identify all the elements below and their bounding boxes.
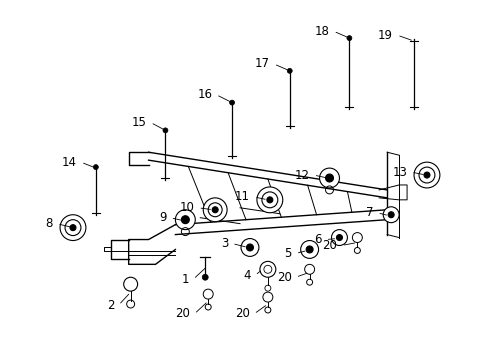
Text: 13: 13 [391, 166, 406, 179]
Text: 4: 4 [243, 269, 250, 282]
Circle shape [387, 212, 393, 218]
Text: 15: 15 [131, 116, 146, 129]
Text: 2: 2 [107, 298, 115, 311]
Circle shape [175, 210, 195, 230]
Text: 3: 3 [220, 237, 227, 250]
Text: 11: 11 [235, 190, 249, 203]
Circle shape [266, 197, 272, 203]
Circle shape [181, 216, 189, 224]
Text: 19: 19 [377, 29, 392, 42]
Text: 16: 16 [197, 88, 212, 101]
Circle shape [256, 187, 282, 213]
Text: 17: 17 [254, 57, 269, 71]
Circle shape [70, 225, 76, 231]
Circle shape [286, 68, 292, 73]
Text: 20: 20 [235, 307, 249, 320]
Circle shape [229, 100, 234, 105]
Circle shape [203, 198, 226, 222]
Circle shape [163, 128, 167, 133]
Circle shape [413, 162, 439, 188]
Text: 1: 1 [182, 273, 189, 286]
Circle shape [336, 235, 342, 240]
Text: 5: 5 [284, 247, 291, 260]
Circle shape [346, 36, 351, 41]
Text: 20: 20 [322, 239, 337, 252]
Circle shape [241, 239, 258, 256]
Text: 9: 9 [159, 211, 166, 224]
Circle shape [383, 207, 398, 223]
Circle shape [93, 165, 98, 170]
Circle shape [325, 174, 333, 182]
Text: 10: 10 [179, 201, 194, 214]
Circle shape [319, 168, 339, 188]
Circle shape [331, 230, 346, 246]
Text: 18: 18 [314, 24, 329, 38]
Text: 6: 6 [313, 233, 321, 246]
Circle shape [60, 215, 86, 240]
Circle shape [246, 244, 253, 251]
Text: 14: 14 [62, 156, 77, 168]
Text: 12: 12 [294, 168, 309, 181]
Circle shape [300, 240, 318, 258]
Circle shape [212, 207, 218, 213]
Text: 7: 7 [365, 206, 372, 219]
Circle shape [423, 172, 429, 178]
Circle shape [202, 274, 208, 280]
Text: 8: 8 [45, 217, 53, 230]
Text: 20: 20 [276, 271, 291, 284]
Text: 20: 20 [175, 307, 190, 320]
Circle shape [305, 246, 312, 253]
